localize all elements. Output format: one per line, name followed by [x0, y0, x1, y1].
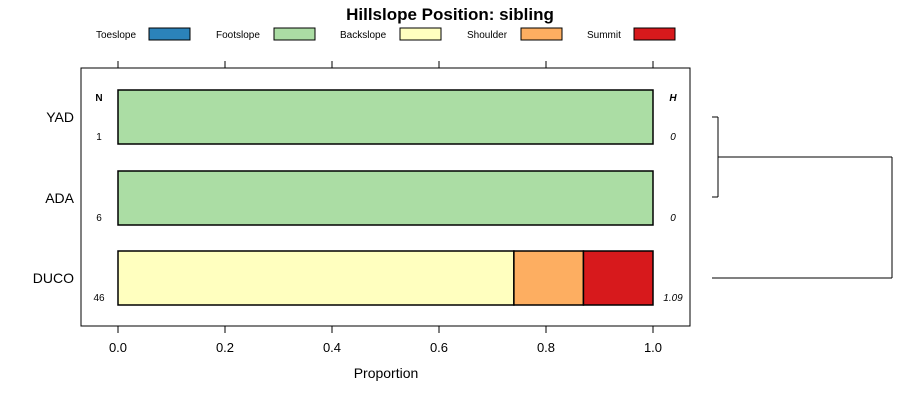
- x-tick-label: 0.2: [216, 340, 234, 355]
- legend-label-summit: Summit: [587, 30, 621, 41]
- dendrogram: [712, 116, 893, 279]
- legend-label-toeslope: Toeslope: [96, 30, 136, 41]
- x-tick-label: 1.0: [644, 340, 662, 355]
- category-label-ada: ADA: [45, 190, 74, 206]
- h-column-header: H: [669, 93, 677, 104]
- x-tick-label: 0.8: [537, 340, 555, 355]
- n-value-ada: 6: [96, 213, 102, 224]
- chart-title: Hillslope Position: sibling: [346, 5, 554, 24]
- n-column-header: N: [95, 93, 102, 104]
- bar-duco-summit: [582, 250, 654, 306]
- category-label-yad: YAD: [46, 109, 74, 125]
- h-value-yad: 0: [670, 132, 676, 143]
- bar-yad-footslope: [117, 89, 654, 145]
- plot-frame: [80, 67, 691, 327]
- bar-duco-shoulder: [513, 250, 585, 306]
- category-labels: YAD ADA DUCO: [33, 109, 75, 286]
- legend: Toeslope Footslope Backslope Shoulder Summit: [96, 27, 676, 41]
- x-tick-label: 0.4: [323, 340, 341, 355]
- h-value-duco: 1.09: [663, 293, 683, 304]
- x-axis: 0.0 0.2 0.4 0.6 0.8 1.0: [109, 61, 662, 355]
- x-tick-label: 0.6: [430, 340, 448, 355]
- n-value-yad: 1: [96, 132, 102, 143]
- side-columns: N H 1 6 46 0 0 1.09: [93, 93, 683, 304]
- legend-swatch-shoulder: [520, 27, 563, 41]
- bars: [117, 89, 654, 306]
- x-tick-label: 0.0: [109, 340, 127, 355]
- x-axis-label: Proportion: [354, 365, 419, 381]
- legend-swatch-backslope: [399, 27, 442, 41]
- legend-label-shoulder: Shoulder: [467, 30, 508, 41]
- h-value-ada: 0: [670, 213, 676, 224]
- legend-swatch-footslope: [273, 27, 316, 41]
- bar-duco-backslope: [117, 250, 515, 306]
- legend-swatch-summit: [633, 27, 676, 41]
- bar-ada-footslope: [117, 170, 654, 226]
- n-value-duco: 46: [93, 293, 105, 304]
- legend-label-footslope: Footslope: [216, 30, 260, 41]
- legend-swatch-toeslope: [148, 27, 191, 41]
- legend-label-backslope: Backslope: [340, 30, 387, 41]
- category-label-duco: DUCO: [33, 270, 74, 286]
